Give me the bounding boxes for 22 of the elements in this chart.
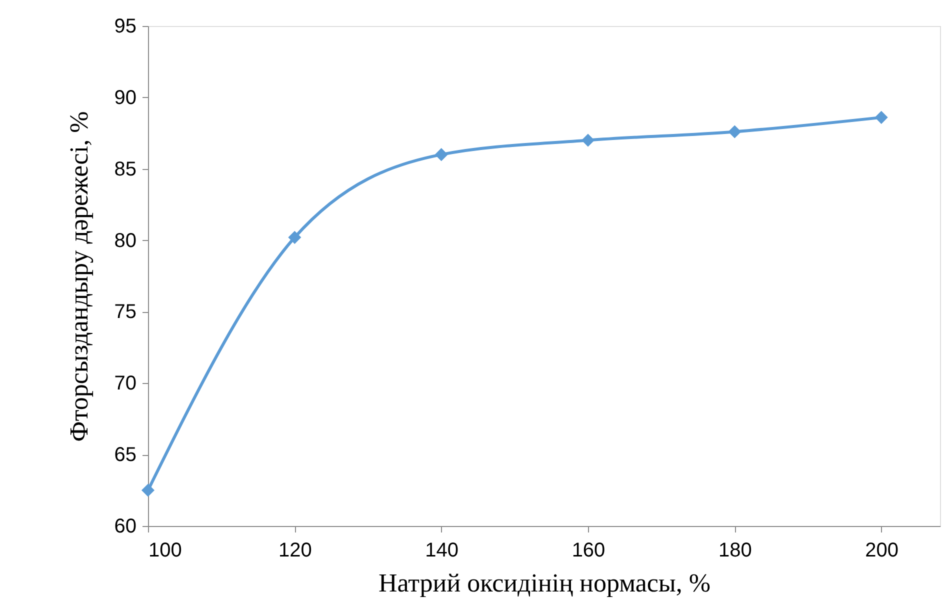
x-tick-label: 160 (572, 540, 606, 562)
x-tick-label: 120 (278, 540, 312, 562)
x-tick-label: 200 (865, 540, 899, 562)
point (288, 230, 302, 244)
point (141, 484, 155, 497)
x-tick-label: 180 (718, 540, 752, 562)
y-tick-label: 80 (114, 230, 136, 252)
y-axis-title: Фторсыздандыру дәрежесі, % (64, 111, 94, 442)
x-axis-title: Натрий оксидінің нормасы, % (378, 568, 711, 598)
x-tick-label: 140 (425, 540, 459, 562)
y-tick-label: 85 (114, 158, 136, 180)
point (728, 125, 742, 138)
y-tick-label: 70 (114, 372, 136, 395)
point (434, 148, 448, 162)
point (581, 134, 595, 147)
y-tick-label: 60 (114, 516, 136, 538)
x-tick-label: 100 (148, 540, 182, 562)
point (874, 110, 888, 124)
y-tick-label: 65 (114, 444, 136, 466)
y-tick-label: 95 (114, 16, 136, 38)
y-tick-label: 90 (114, 86, 136, 109)
y-tick-label: 75 (114, 301, 136, 324)
